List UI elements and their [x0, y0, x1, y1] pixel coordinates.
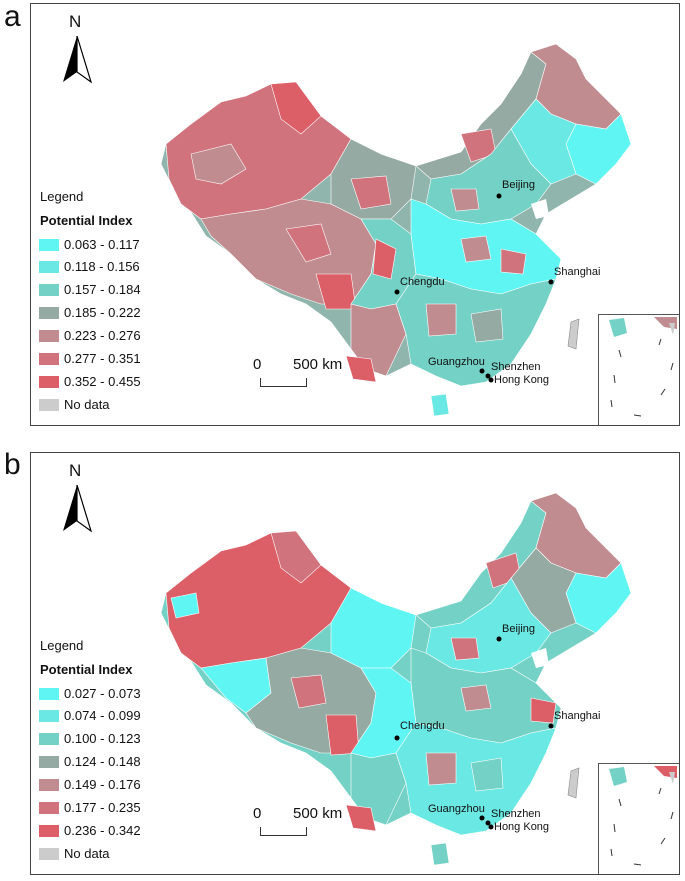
legend-swatch: [39, 330, 59, 342]
inset-map: [609, 766, 677, 866]
panel-b-choropleth-map: [160, 492, 632, 866]
legend-label: 0.118 - 0.156: [64, 259, 140, 274]
xinjiang-sub-1: [270, 530, 322, 584]
legend-swatch: [39, 284, 59, 296]
city-label-shenzhen: Shenzhen: [491, 808, 541, 820]
legend-swatch: [39, 307, 59, 319]
legend-label: 0.236 - 0.342: [64, 823, 141, 838]
scale-zero: 0: [253, 805, 262, 822]
central-sub-2: [530, 697, 557, 724]
south-sub-1: [425, 752, 457, 786]
hainan-island: [430, 842, 450, 866]
scale-bar: 0 500 km: [253, 805, 373, 845]
legend-label: 0.027 - 0.073: [64, 686, 141, 701]
south-china-sea-inset: [598, 314, 679, 425]
legend-swatch: [39, 802, 59, 814]
legend-swatch: [39, 261, 59, 273]
panel-a-letter: a: [4, 0, 21, 33]
panel-a-map-frame: N Legend Potential Index 0.063 - 0.117 0…: [30, 3, 680, 426]
scale-zero: 0: [253, 356, 262, 373]
north-china-sub: [450, 188, 480, 212]
south-sub-1: [425, 303, 457, 337]
legend-subtitle: Potential Index: [40, 662, 133, 677]
central-sub-1: [460, 235, 492, 263]
legend-title: Legend: [40, 189, 84, 204]
tibet-sub-1: [285, 223, 332, 263]
legend-swatch: [39, 756, 59, 768]
legend-swatch: [39, 688, 59, 700]
taiwan-island: [567, 767, 580, 799]
tibet-sub-1: [290, 674, 327, 709]
legend-swatch: [39, 239, 59, 251]
legend-label: 0.063 - 0.117: [64, 237, 140, 252]
legend-label: 0.157 - 0.184: [64, 282, 141, 297]
scale-bar: 0 500 km: [253, 356, 373, 396]
city-label-shanghai: Shanghai: [554, 266, 601, 278]
legend-label: 0.074 - 0.099: [64, 708, 141, 723]
city-label-beijing: Beijing: [502, 623, 536, 635]
legend-swatch: [39, 779, 59, 791]
sichuan-sub: [372, 238, 397, 280]
north-label: N: [69, 461, 82, 480]
central-sub-1: [460, 684, 492, 712]
xinjiang-sub-1: [270, 81, 322, 135]
legend-swatch: [39, 376, 59, 388]
north-china-sub: [450, 637, 480, 661]
legend-swatch: [39, 353, 59, 365]
city-label-shanghai: Shanghai: [554, 710, 601, 722]
legend-swatch: [39, 733, 59, 745]
hainan-island: [430, 393, 450, 417]
scale-label: 500 km: [293, 805, 343, 822]
legend-title: Legend: [40, 638, 84, 653]
legend-label: 0.352 - 0.455: [64, 374, 141, 389]
bohai-sea: [531, 199, 549, 219]
legend-swatch: [39, 825, 59, 837]
legend-label: No data: [64, 846, 110, 861]
inset-map: [609, 317, 677, 417]
legend-label: 0.100 - 0.123: [64, 731, 141, 746]
south-china-sea-inset: [598, 763, 679, 874]
qinghai-sub: [350, 175, 392, 210]
north-label: N: [69, 12, 82, 31]
north-arrow-icon: [63, 36, 93, 84]
city-label-hong-kong: Hong Kong: [494, 821, 550, 833]
legend-subtitle: Potential Index: [40, 213, 133, 228]
yunnan-sub: [345, 804, 377, 832]
legend-label: 0.149 - 0.176: [64, 777, 141, 792]
panel-b-letter: b: [4, 448, 21, 481]
xinjiang-sub-2: [190, 143, 247, 185]
south-sub-2: [470, 757, 504, 792]
scale-label: 500 km: [293, 356, 343, 373]
xinjiang-sub-2: [170, 592, 200, 619]
legend-label: 0.177 - 0.235: [64, 800, 141, 815]
legend-swatch: [39, 848, 59, 860]
legend-label: 0.223 - 0.276: [64, 328, 141, 343]
city-label-hong-kong: Hong Kong: [494, 374, 550, 386]
bohai-sea: [531, 648, 549, 668]
taiwan-island: [567, 318, 580, 350]
north-arrow-icon: [63, 485, 93, 533]
city-label-chengdu: Chengdu: [400, 720, 445, 732]
scale-bar-line: [260, 827, 307, 836]
city-label-shenzhen: Shenzhen: [491, 361, 541, 373]
central-sub-2: [500, 248, 527, 275]
south-sub-2: [470, 308, 504, 343]
city-label-guangzhou: Guangzhou: [428, 803, 485, 815]
legend-swatch: [39, 399, 59, 411]
city-label-guangzhou: Guangzhou: [428, 356, 485, 368]
legend-label: 0.124 - 0.148: [64, 754, 141, 769]
panel-a-choropleth-map: [160, 43, 632, 417]
yunnan-sub: [345, 355, 377, 383]
legend-label: No data: [64, 397, 110, 412]
city-label-chengdu: Chengdu: [400, 276, 445, 288]
legend-swatch: [39, 710, 59, 722]
legend-label: 0.277 - 0.351: [64, 351, 141, 366]
panel-b-map-frame: N Legend Potential Index 0.027 - 0.073 0…: [30, 452, 680, 875]
scale-bar-line: [260, 378, 307, 387]
city-label-beijing: Beijing: [502, 179, 536, 191]
legend-label: 0.185 - 0.222: [64, 305, 141, 320]
